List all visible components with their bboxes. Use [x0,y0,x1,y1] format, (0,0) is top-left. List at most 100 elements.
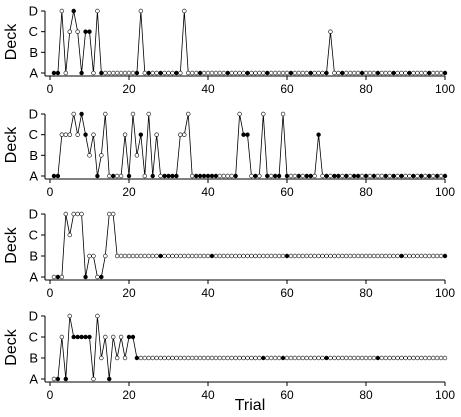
trial-point [276,173,282,179]
trial-point [312,253,317,259]
trial-point [336,355,341,361]
trial-point [166,173,171,179]
trial-point [103,253,108,259]
trial-point [411,355,416,361]
trial-point [138,355,144,361]
y-tick-label: D [29,207,38,222]
trial-point [411,253,416,259]
trial-point [59,132,65,137]
trial-point [288,70,294,76]
trial-point [110,70,116,76]
trial-point [253,253,258,259]
trial-point [340,173,345,179]
trial-point [304,70,309,76]
trial-point [154,253,159,259]
trial-point [355,253,361,259]
trial-point [296,355,302,361]
trial-point [146,355,151,361]
trial-point [154,132,159,137]
trial-point [269,173,274,179]
trial-point [95,313,100,319]
trial-point [225,70,230,76]
trial-point [261,111,266,117]
trial-point [197,355,203,361]
trial-point [130,334,136,340]
x-tick-label: 100 [435,185,455,199]
trial-point [225,355,230,361]
trial-point [241,70,246,76]
trial-point [387,253,392,259]
trial-point [399,70,404,76]
trial-point [241,132,246,137]
trial-point [166,70,171,76]
trial-point [363,253,369,259]
trial-point [142,253,148,259]
trial-point [63,70,69,76]
trial-point [174,253,179,259]
trial-point [395,70,400,76]
trial-point [186,111,191,117]
trial-point [130,70,136,76]
trial-point [320,173,325,179]
trial-point [71,111,76,117]
trial-point [162,253,167,259]
trial-point [122,132,128,137]
trial-point [190,253,195,259]
trial-point [79,70,84,76]
trial-point [324,355,329,361]
trial-point [237,253,242,259]
y-axis-title: Deck [3,23,20,60]
trial-point [324,253,329,259]
trial-point [67,132,72,137]
trial-point [197,70,203,76]
x-tick-label: 20 [122,185,136,199]
trial-point [430,70,436,76]
x-tick-label: 20 [122,388,136,402]
trial-point [292,173,298,179]
trial-point [363,173,369,179]
trial-point [355,173,361,179]
x-tick-label: 0 [47,82,54,96]
x-tick-label: 100 [435,286,455,300]
trial-point [438,253,444,259]
trial-point [336,253,341,259]
trial-point [213,253,219,259]
trial-point [114,355,120,361]
trial-point [375,355,381,361]
trial-point [344,70,349,76]
trial-point [83,132,88,137]
trial-point [217,70,223,76]
trial-point [55,376,61,382]
trial-point [55,274,61,280]
trial-point [170,70,175,76]
trial-point [59,274,65,280]
trial-point [391,70,396,76]
trial-point [328,173,333,179]
x-tick-label: 80 [359,286,373,300]
trial-point [423,355,428,361]
trial-point [340,355,345,361]
trial-point [427,355,432,361]
trial-point [383,70,388,76]
trial-point [221,70,227,76]
trial-point [99,153,104,158]
trial-point [438,70,444,76]
trial-point [75,29,80,34]
trial-point [288,173,294,179]
x-tick-label: 20 [122,286,136,300]
trial-point [383,173,388,179]
trial-point [434,253,440,259]
trial-point [162,173,167,179]
trial-point [269,70,274,76]
y-tick-label: C [29,228,38,243]
trial-point [415,173,420,179]
trial-point [95,8,100,14]
trial-point [395,253,400,259]
trial-point [79,211,84,217]
trial-point [221,253,227,259]
y-tick-label: A [29,270,38,285]
trial-point [217,355,223,361]
trial-point [87,253,92,259]
trial-point [434,173,440,179]
trial-point [296,253,302,259]
